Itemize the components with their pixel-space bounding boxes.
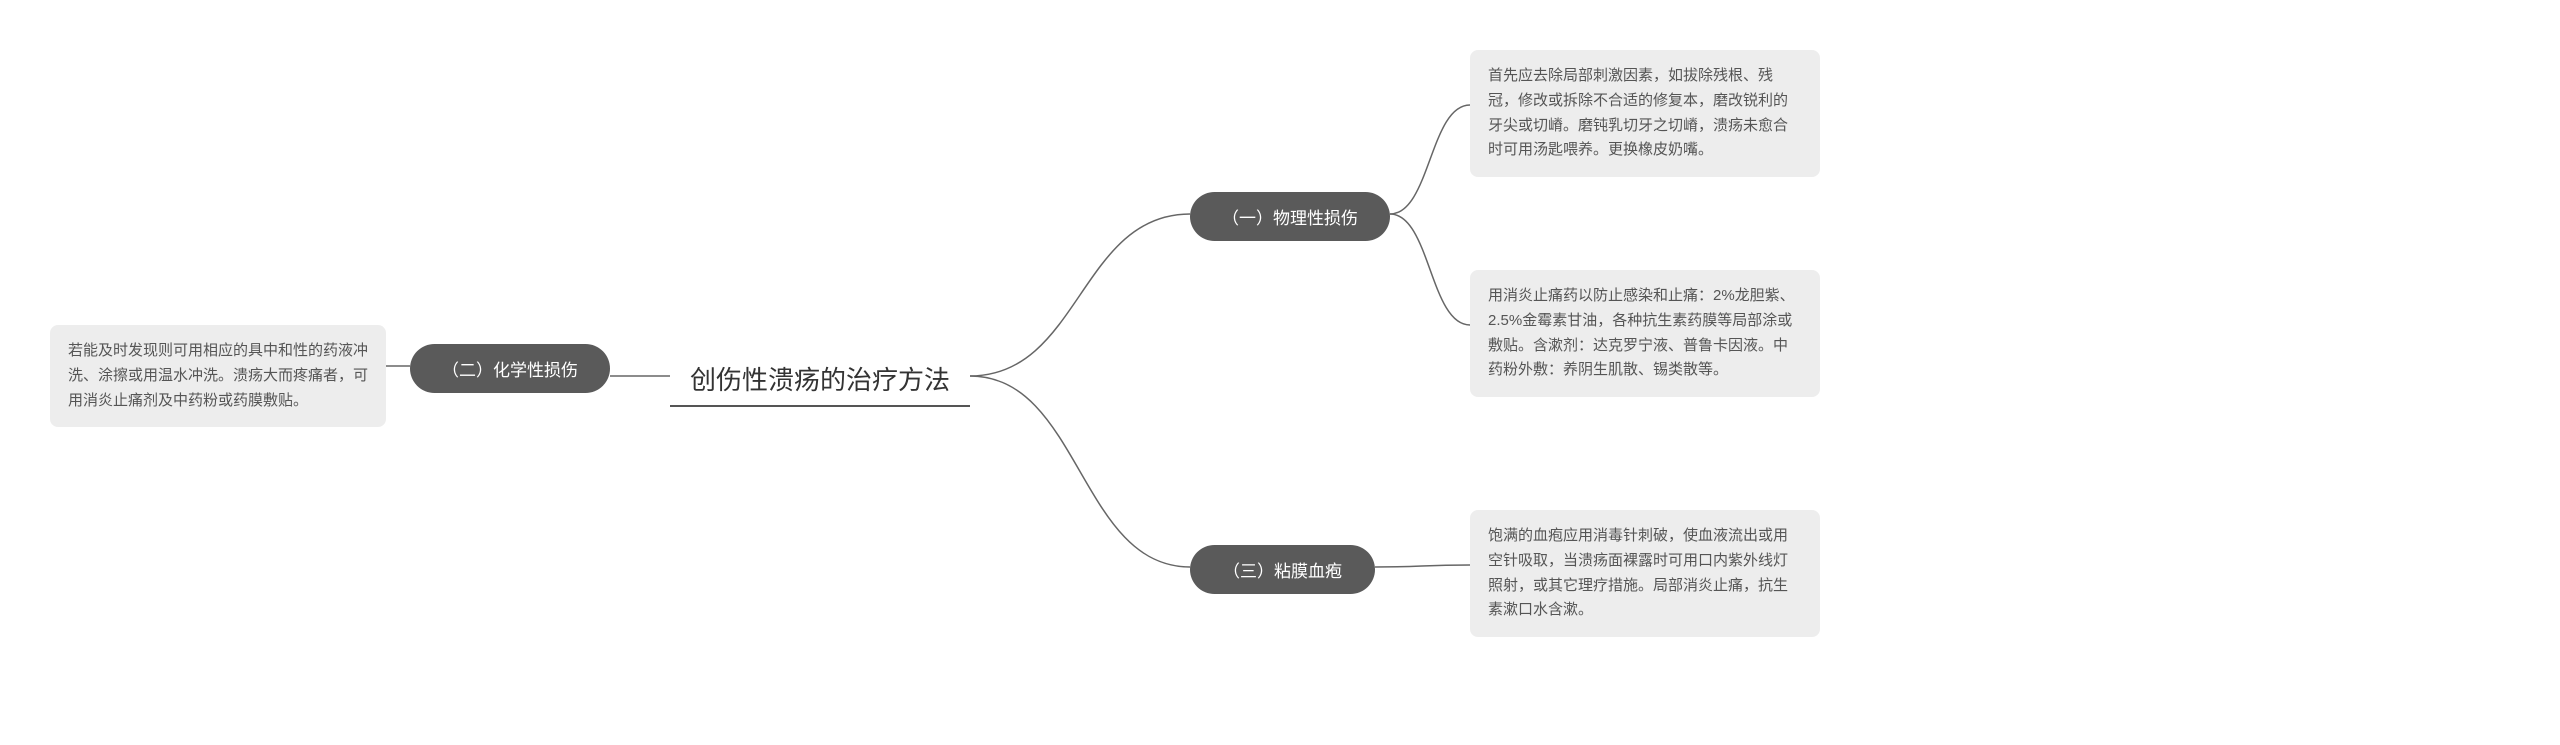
leaf-chemical-injury-detail[interactable]: 若能及时发现则可用相应的具中和性的药液冲洗、涂擦或用温水冲洗。溃疡大而疼痛者，可…: [50, 325, 386, 427]
branch-chemical-injury[interactable]: （二）化学性损伤: [410, 344, 610, 393]
mindmap-canvas: 创伤性溃疡的治疗方法 （二）化学性损伤 若能及时发现则可用相应的具中和性的药液冲…: [0, 0, 2560, 745]
branch-mucosal-blister[interactable]: （三）粘膜血疱: [1190, 545, 1375, 594]
branch-physical-injury[interactable]: （一）物理性损伤: [1190, 192, 1390, 241]
root-node[interactable]: 创伤性溃疡的治疗方法: [670, 352, 970, 407]
leaf-physical-injury-remove-irritant[interactable]: 首先应去除局部刺激因素，如拔除残根、残冠，修改或拆除不合适的修复本，磨改锐利的牙…: [1470, 50, 1820, 177]
leaf-physical-injury-medication[interactable]: 用消炎止痛药以防止感染和止痛：2%龙胆紫、2.5%金霉素甘油，各种抗生素药膜等局…: [1470, 270, 1820, 397]
leaf-mucosal-blister-detail[interactable]: 饱满的血疱应用消毒针刺破，使血液流出或用空针吸取，当溃疡面裸露时可用口内紫外线灯…: [1470, 510, 1820, 637]
